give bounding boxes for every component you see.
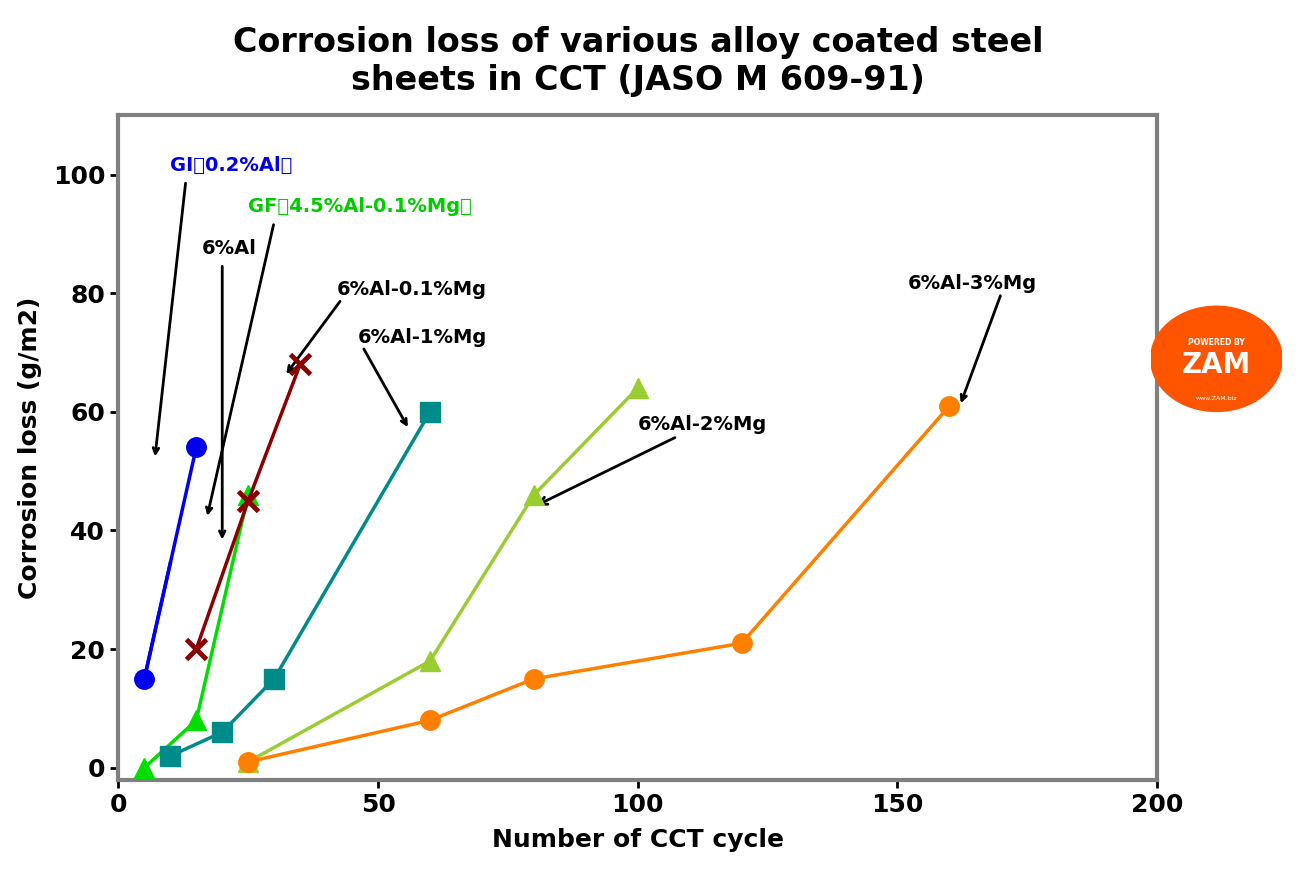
Title: Corrosion loss of various alloy coated steel
sheets in CCT (JASO M 609-91): Corrosion loss of various alloy coated s… — [233, 26, 1043, 97]
Text: 6%Al-0.1%Mg: 6%Al-0.1%Mg — [337, 280, 487, 299]
Text: GI（0.2%Al）: GI（0.2%Al） — [171, 156, 293, 175]
Text: www.ZAM.biz: www.ZAM.biz — [1195, 396, 1237, 400]
Text: 6%Al-3%Mg: 6%Al-3%Mg — [907, 274, 1038, 293]
Text: ZAM: ZAM — [1182, 352, 1251, 379]
Y-axis label: Corrosion loss (g/m2): Corrosion loss (g/m2) — [17, 296, 42, 599]
Text: 6%Al-1%Mg: 6%Al-1%Mg — [358, 328, 487, 346]
Text: GF（4.5%Al-0.1%Mg）: GF（4.5%Al-0.1%Mg） — [249, 197, 472, 216]
Text: POWERED BY: POWERED BY — [1187, 338, 1245, 347]
X-axis label: Number of CCT cycle: Number of CCT cycle — [492, 828, 784, 852]
Text: 6%Al-2%Mg: 6%Al-2%Mg — [539, 415, 767, 504]
Text: 6%Al: 6%Al — [201, 238, 256, 258]
Ellipse shape — [1151, 307, 1282, 411]
